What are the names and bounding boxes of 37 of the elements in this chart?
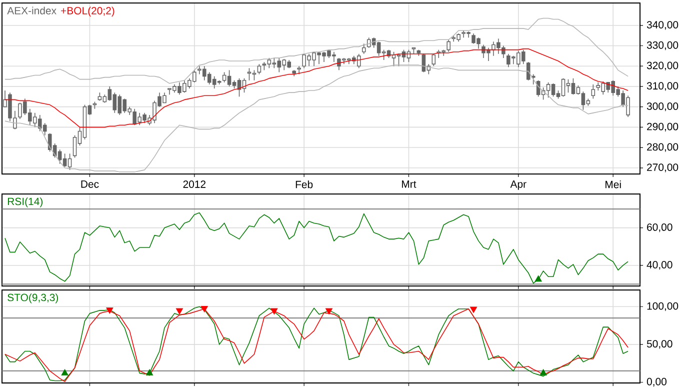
x-tick-label: Apr	[510, 180, 526, 190]
candlestick	[432, 53, 436, 67]
candlestick	[257, 64, 262, 75]
text: STO(9,3,3)	[8, 293, 58, 304]
y-tick-label: 50,00	[646, 340, 672, 349]
point	[61, 369, 68, 376]
x-tick-label: Dec	[81, 180, 99, 188]
x-tick-label: 2012	[183, 180, 206, 188]
x-tick-label: Mei	[606, 180, 621, 188]
y-tick-label: 340,00	[646, 21, 678, 30]
point	[200, 306, 208, 312]
y-tick-label: 270,00	[647, 164, 678, 172]
y-tick-label: 100,00	[647, 302, 678, 311]
y-tick-label: 330,00	[646, 41, 678, 50]
point	[326, 308, 332, 314]
text: +BOL(20;2)	[61, 6, 114, 16]
point	[470, 306, 477, 313]
y-tick-label: 300,00	[646, 102, 678, 112]
y-tick-label: 310,00	[646, 82, 678, 91]
text: RSI(14)	[8, 197, 42, 208]
y-tick-label: 320,00	[646, 62, 678, 70]
y-tick-label: 40,00	[646, 261, 672, 270]
y-tick-label: 280,00	[647, 143, 678, 152]
candlestick	[446, 39, 451, 52]
x-tick-label: Mrt	[402, 180, 416, 188]
text: AEX-index	[7, 6, 56, 14]
y-tick-label: 0,00	[646, 378, 666, 387]
point	[270, 308, 278, 314]
point	[176, 308, 183, 314]
x-tick-label: Feb	[296, 180, 313, 188]
point	[146, 369, 153, 376]
candlestick	[362, 43, 366, 54]
y-tick-label: 60,00	[647, 223, 672, 232]
point	[540, 369, 547, 376]
candlestick	[591, 84, 596, 100]
y-tick-label: 290,00	[647, 122, 678, 132]
point	[106, 308, 114, 314]
